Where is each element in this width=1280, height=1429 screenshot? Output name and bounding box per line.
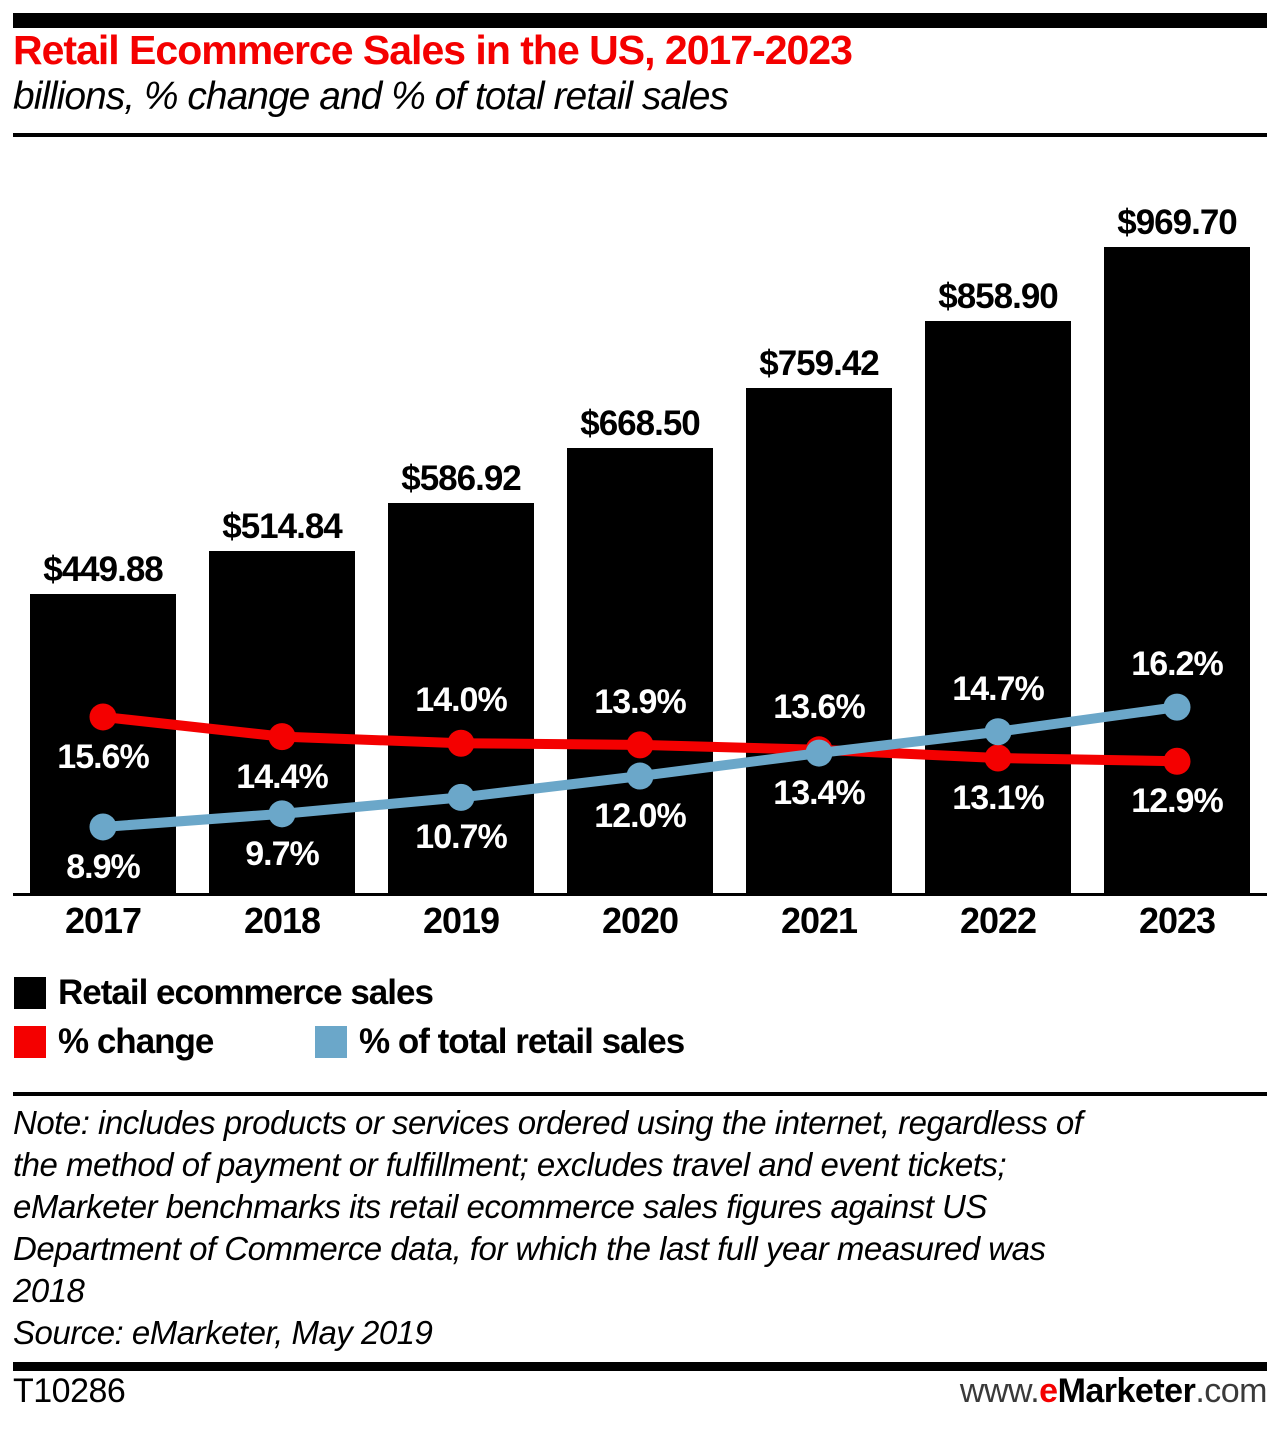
- emarketer-url: www.eMarketer.com: [959, 1372, 1268, 1411]
- x-axis-label: 2019: [422, 900, 500, 941]
- chart-subtitle: billions, % change and % of total retail…: [13, 75, 729, 118]
- legend-label: % change: [58, 1022, 214, 1061]
- legend-swatch-black-square: [14, 977, 46, 1009]
- url-www: www.: [959, 1372, 1040, 1410]
- legend-item-pct-of-total-retail-sales: % of total retail sales: [315, 1022, 685, 1062]
- bar-value-label: $759.42: [759, 343, 880, 383]
- note-line: eMarketer benchmarks its retail ecommerc…: [13, 1188, 987, 1225]
- legend-item-pct-change: % change: [14, 1022, 214, 1062]
- bar-2022: [925, 321, 1071, 895]
- note-divider-rule: [13, 1092, 1267, 1096]
- bar-value-label: $449.88: [43, 550, 164, 590]
- note-line: Department of Commerce data, for which t…: [13, 1230, 1046, 1267]
- header-top-rule: [13, 13, 1267, 28]
- bar-2019: [388, 502, 534, 895]
- legend-item-retail-ecommerce-sales: Retail ecommerce sales: [14, 973, 434, 1013]
- note-line: 2018: [13, 1272, 85, 1309]
- url-e-red: e: [1039, 1372, 1058, 1410]
- x-axis-label: 2022: [959, 900, 1037, 941]
- chart-title: Retail Ecommerce Sales in the US, 2017-2…: [13, 27, 853, 73]
- bar-value-label: $514.84: [222, 506, 343, 546]
- bar-value-label: $858.90: [938, 277, 1059, 317]
- chart-id: T10286: [13, 1372, 126, 1410]
- note-block: Note: includes products or services orde…: [13, 1102, 1267, 1354]
- bar-2020: [567, 448, 713, 895]
- bar-2018: [209, 550, 355, 895]
- x-axis-label: 2021: [780, 900, 858, 941]
- header-divider-rule: [13, 133, 1267, 137]
- legend-label: % of total retail sales: [359, 1022, 685, 1061]
- legend-swatch-blue-square: [315, 1026, 347, 1058]
- x-axis-line: [13, 893, 1267, 896]
- bar-2021: [746, 387, 892, 895]
- bar-2023: [1104, 246, 1250, 895]
- bar-value-label: $969.70: [1117, 202, 1238, 242]
- source-line: Source: eMarketer, May 2019: [13, 1314, 433, 1351]
- x-axis-label: 2017: [64, 900, 142, 941]
- x-axis-label: 2023: [1138, 900, 1216, 941]
- legend-label: Retail ecommerce sales: [58, 973, 434, 1012]
- note-line: the method of payment or fulfillment; ex…: [13, 1146, 1007, 1183]
- bar-value-label: $668.50: [580, 404, 701, 444]
- url-marketer: Marketer: [1057, 1372, 1196, 1410]
- bar-value-label: $586.92: [401, 458, 522, 498]
- bar-2017: [30, 594, 176, 895]
- x-axis-label: 2020: [601, 900, 679, 941]
- note-line: Note: includes products or services orde…: [13, 1104, 1083, 1141]
- x-axis-label: 2018: [243, 900, 321, 941]
- footer-rule: [13, 1362, 1267, 1371]
- url-com: .com: [1195, 1372, 1267, 1410]
- legend-swatch-red-square: [14, 1026, 46, 1058]
